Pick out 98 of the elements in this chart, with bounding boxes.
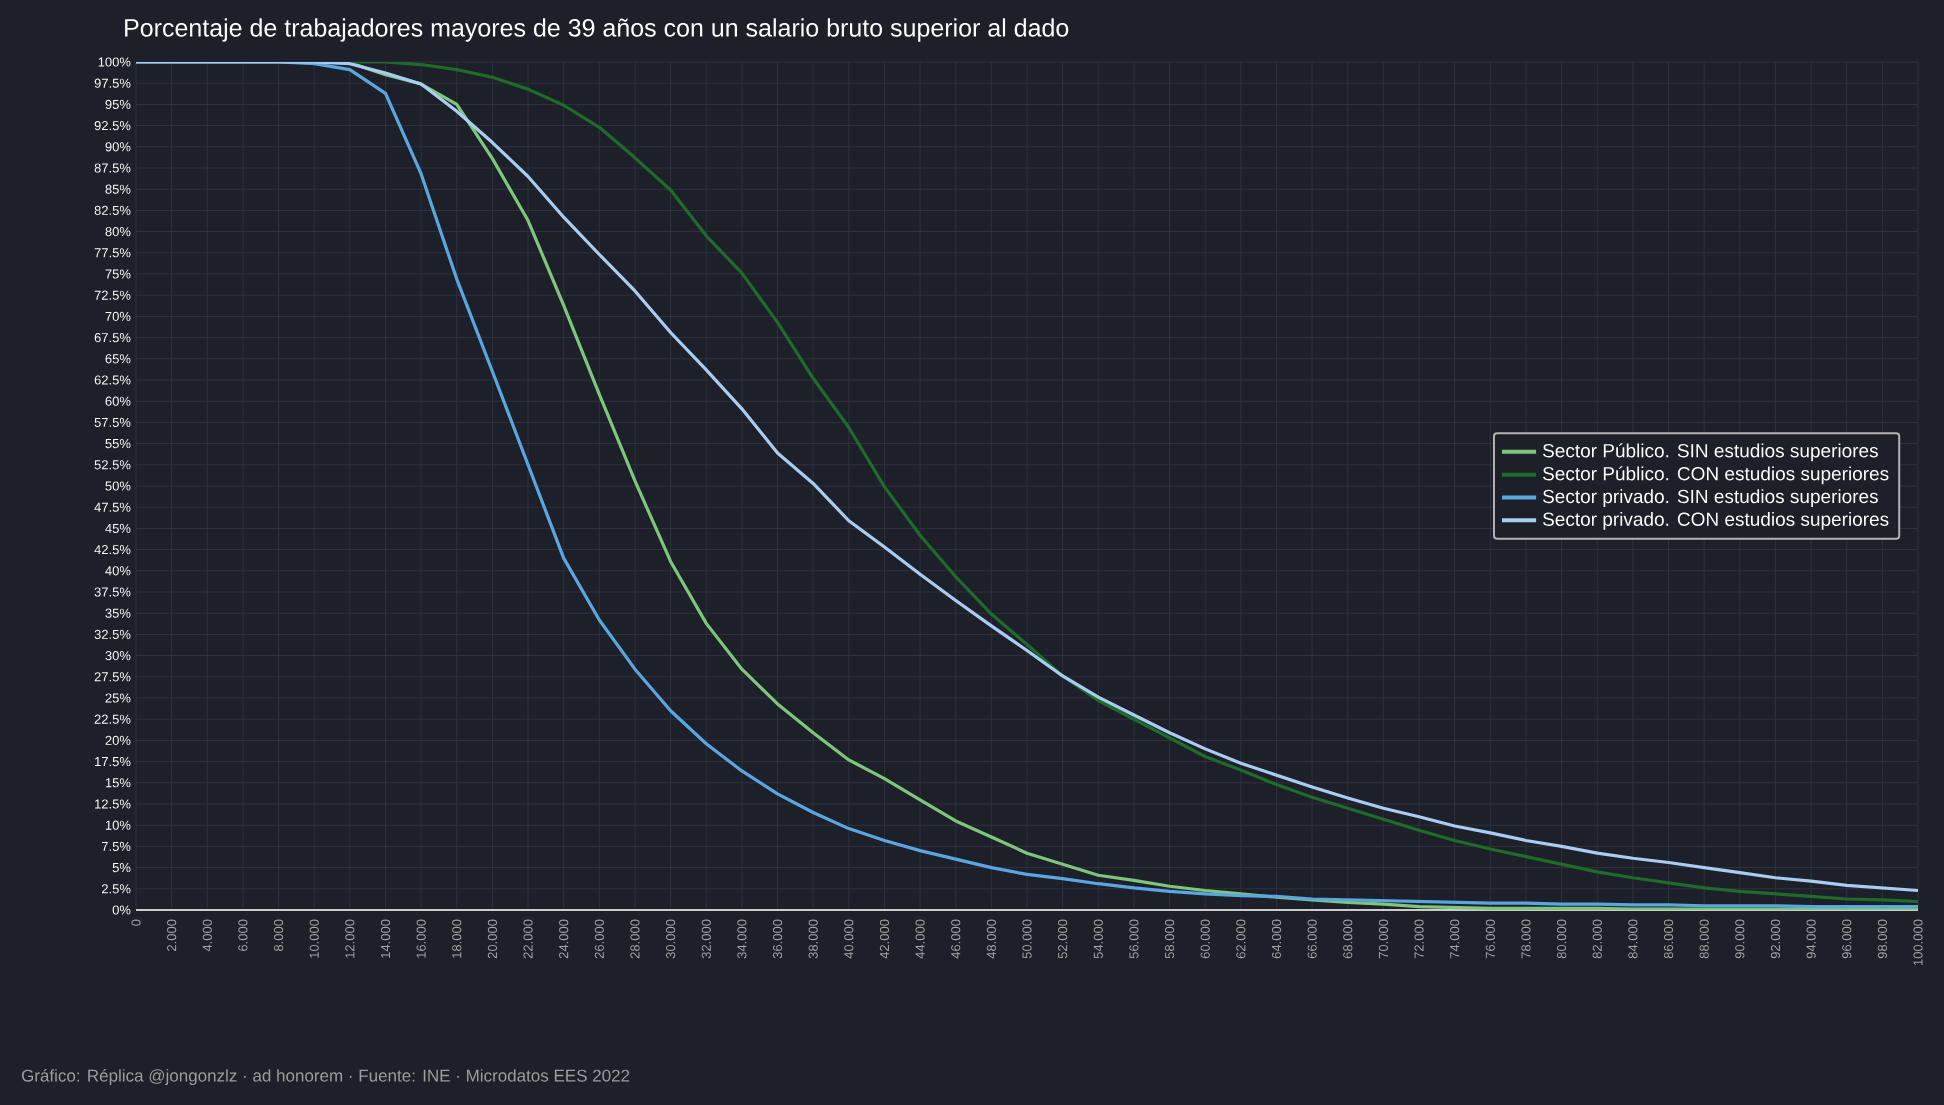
x-tick-label: 20.000 bbox=[487, 919, 498, 959]
y-tick-label: 42.5% bbox=[94, 545, 131, 555]
y-tick-label: 45% bbox=[105, 523, 131, 533]
x-tick-label: 22.000 bbox=[523, 919, 533, 959]
y-tick-label: 10% bbox=[105, 820, 131, 830]
y-tick-label: 7.5% bbox=[101, 841, 131, 851]
y-tick-label: 32.5% bbox=[94, 629, 131, 639]
y-tick-label: 82.5% bbox=[94, 205, 131, 215]
x-tick-label: 26.000 bbox=[594, 919, 604, 959]
y-tick-label: 97.5% bbox=[94, 78, 131, 88]
y-tick-label: 72.5% bbox=[94, 290, 131, 300]
legend-label: Sector privado. CON estudios superiores bbox=[1543, 511, 1889, 530]
x-tick-label: 64.000 bbox=[1271, 919, 1282, 959]
x-tick-label: 32.000 bbox=[701, 919, 711, 959]
y-tick-label: 22.5% bbox=[94, 714, 131, 724]
y-tick-label: 65% bbox=[105, 354, 131, 364]
x-tick-label: 100.000 bbox=[1913, 919, 1923, 966]
x-tick-label: 38.000 bbox=[808, 919, 818, 959]
x-tick-label: 2.000 bbox=[167, 919, 177, 951]
x-tick-label: 78.000 bbox=[1521, 919, 1531, 959]
y-tick-label: 47.5% bbox=[94, 502, 131, 512]
x-tick-label: 92.000 bbox=[1770, 919, 1781, 959]
x-tick-label: 54.000 bbox=[1093, 919, 1103, 959]
y-tick-label: 85% bbox=[105, 184, 131, 194]
y-tick-label: 40% bbox=[105, 566, 131, 576]
x-tick-label: 72.000 bbox=[1414, 919, 1424, 959]
x-tick-label: 76.000 bbox=[1485, 919, 1495, 959]
y-tick-label: 27.5% bbox=[94, 672, 131, 682]
x-tick-label: 40.000 bbox=[844, 919, 854, 959]
text: Gráfico: Réplica @jongonzlz · ad honorem · Fuente: INE · Microdatos EES 2022 bbox=[21, 1068, 630, 1086]
x-tick-label: 96.000 bbox=[1842, 919, 1852, 959]
y-tick-label: 62.5% bbox=[94, 375, 131, 385]
x-tick-label: 88.000 bbox=[1699, 919, 1709, 959]
y-tick-label: 90% bbox=[105, 142, 131, 152]
y-tick-label: 17.5% bbox=[95, 757, 131, 767]
x-tick-label: 28.000 bbox=[630, 919, 640, 959]
chart-title: Porcentaje de trabajadores mayores de 39 años con un salario bruto superior al dado bbox=[125, 18, 1069, 42]
y-tick-label: 92.5% bbox=[94, 121, 131, 131]
y-tick-label: 52.5% bbox=[94, 460, 131, 470]
y-tick-label: 35% bbox=[105, 608, 131, 618]
x-tick-label: 70.000 bbox=[1378, 919, 1389, 959]
x-tick-label: 0 bbox=[131, 919, 141, 926]
x-tick-label: 18.000 bbox=[452, 919, 462, 958]
x-tick-label: 62.000 bbox=[1236, 919, 1246, 959]
y-tick-label: 30% bbox=[105, 651, 131, 661]
x-tick-label: 90.000 bbox=[1735, 919, 1745, 959]
y-tick-label: 25% bbox=[105, 693, 131, 703]
x-tick-label: 24.000 bbox=[559, 919, 569, 959]
y-tick-label: 60% bbox=[105, 396, 131, 406]
y-tick-label: 70% bbox=[105, 311, 131, 321]
x-tick-label: 30.000 bbox=[666, 919, 676, 959]
x-tick-label: 4.000 bbox=[202, 919, 212, 952]
x-tick-label: 42.000 bbox=[879, 919, 890, 959]
y-tick-label: 50% bbox=[105, 481, 131, 491]
y-tick-label: 12.5% bbox=[95, 799, 131, 809]
x-tick-label: 98.000 bbox=[1877, 919, 1887, 959]
x-tick-label: 14.000 bbox=[380, 919, 391, 958]
y-tick-label: 87.5% bbox=[94, 163, 131, 173]
y-tick-label: 5% bbox=[112, 863, 131, 873]
y-tick-label: 15% bbox=[105, 778, 131, 788]
y-tick-label: 0% bbox=[112, 905, 131, 915]
y-tick-label: 37.5% bbox=[94, 587, 131, 597]
x-tick-label: 56.000 bbox=[1129, 919, 1139, 959]
y-tick-label: 75% bbox=[105, 269, 131, 279]
y-tick-label: 67.5% bbox=[94, 333, 131, 343]
x-tick-label: 6.000 bbox=[238, 919, 248, 951]
y-tick-label: 57.5% bbox=[94, 417, 131, 427]
x-tick-label: 68.000 bbox=[1343, 919, 1353, 959]
y-tick-label: 2.5% bbox=[101, 884, 131, 894]
x-tick-label: 80.000 bbox=[1557, 919, 1567, 959]
x-tick-label: 60.000 bbox=[1200, 919, 1210, 959]
x-tick-label: 82.000 bbox=[1592, 919, 1602, 959]
x-tick-label: 94.000 bbox=[1806, 919, 1816, 959]
x-tick-label: 58.000 bbox=[1164, 919, 1175, 959]
x-tick-label: 10.000 bbox=[309, 919, 319, 958]
y-tick-label: 80% bbox=[105, 227, 131, 237]
x-tick-label: 66.000 bbox=[1307, 919, 1317, 959]
y-tick-label: 77.5% bbox=[94, 248, 131, 258]
legend-label: Sector Público. CON estudios superiores bbox=[1543, 466, 1889, 485]
x-tick-label: 50.000 bbox=[1022, 919, 1032, 959]
y-tick-label: 55% bbox=[105, 439, 131, 449]
legend-label: Sector privado. SIN estudios superiores bbox=[1543, 489, 1878, 507]
y-tick-label: 100% bbox=[98, 57, 131, 67]
x-tick-label: 46.000 bbox=[951, 919, 961, 959]
x-tick-label: 16.000 bbox=[416, 919, 426, 958]
x-tick-label: 8.000 bbox=[273, 919, 284, 952]
x-tick-label: 44.000 bbox=[915, 919, 925, 959]
y-tick-label: 20% bbox=[105, 735, 131, 745]
x-tick-label: 36.000 bbox=[772, 919, 783, 959]
legend-label: Sector Público. SIN estudios superiores bbox=[1543, 443, 1878, 462]
x-tick-label: 12.000 bbox=[345, 919, 355, 958]
x-tick-label: 86.000 bbox=[1663, 919, 1674, 959]
x-tick-label: 84.000 bbox=[1628, 919, 1638, 959]
x-tick-label: 74.000 bbox=[1450, 919, 1460, 959]
x-tick-label: 52.000 bbox=[1058, 919, 1068, 959]
y-tick-label: 95% bbox=[105, 99, 131, 109]
x-tick-label: 34.000 bbox=[737, 919, 747, 959]
x-tick-label: 48.000 bbox=[986, 919, 996, 959]
